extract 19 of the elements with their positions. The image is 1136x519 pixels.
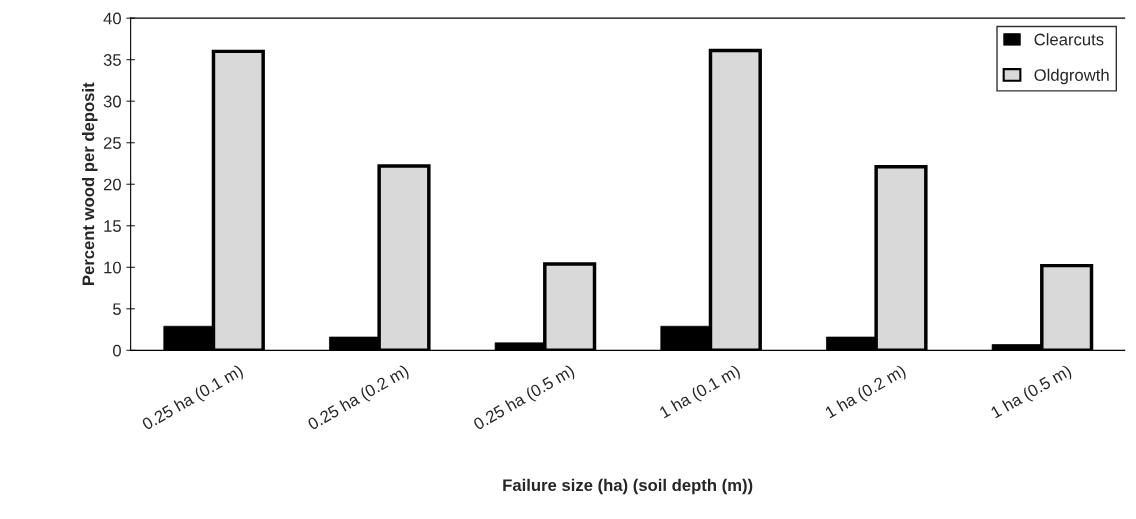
- y-tick-label: 0: [113, 344, 121, 357]
- y-tick-label: 20: [103, 178, 121, 191]
- x-axis-title: Failure size (ha) (soil depth (m)): [503, 478, 753, 495]
- y-tick-label: 10: [104, 261, 121, 274]
- legend-label: Oldgrowth: [1034, 68, 1109, 85]
- y-tick-label: 5: [113, 303, 121, 316]
- y-tick-label: 25: [103, 137, 121, 149]
- x-tick-label: 0.25 ha (0.5 m): [472, 364, 577, 434]
- x-tick-label: 0.25 ha (0.1 m): [141, 364, 246, 434]
- y-tick-label: 30: [103, 95, 121, 108]
- x-tick-label: 0.25 ha (0.2 m): [306, 364, 411, 434]
- y-tick-label: 40: [103, 12, 121, 25]
- y-tick-label: 15: [104, 220, 121, 232]
- y-axis-title: Percent wood per deposit: [81, 82, 98, 285]
- x-tick-label: 1 ha (0.2 m): [824, 364, 908, 422]
- x-tick-label: 1 ha (0.5 m): [989, 364, 1074, 422]
- y-tick-label: 35: [103, 54, 121, 66]
- legend-label: Clearcuts: [1034, 33, 1104, 46]
- x-tick-label: 1 ha (0.1 m): [658, 364, 743, 422]
